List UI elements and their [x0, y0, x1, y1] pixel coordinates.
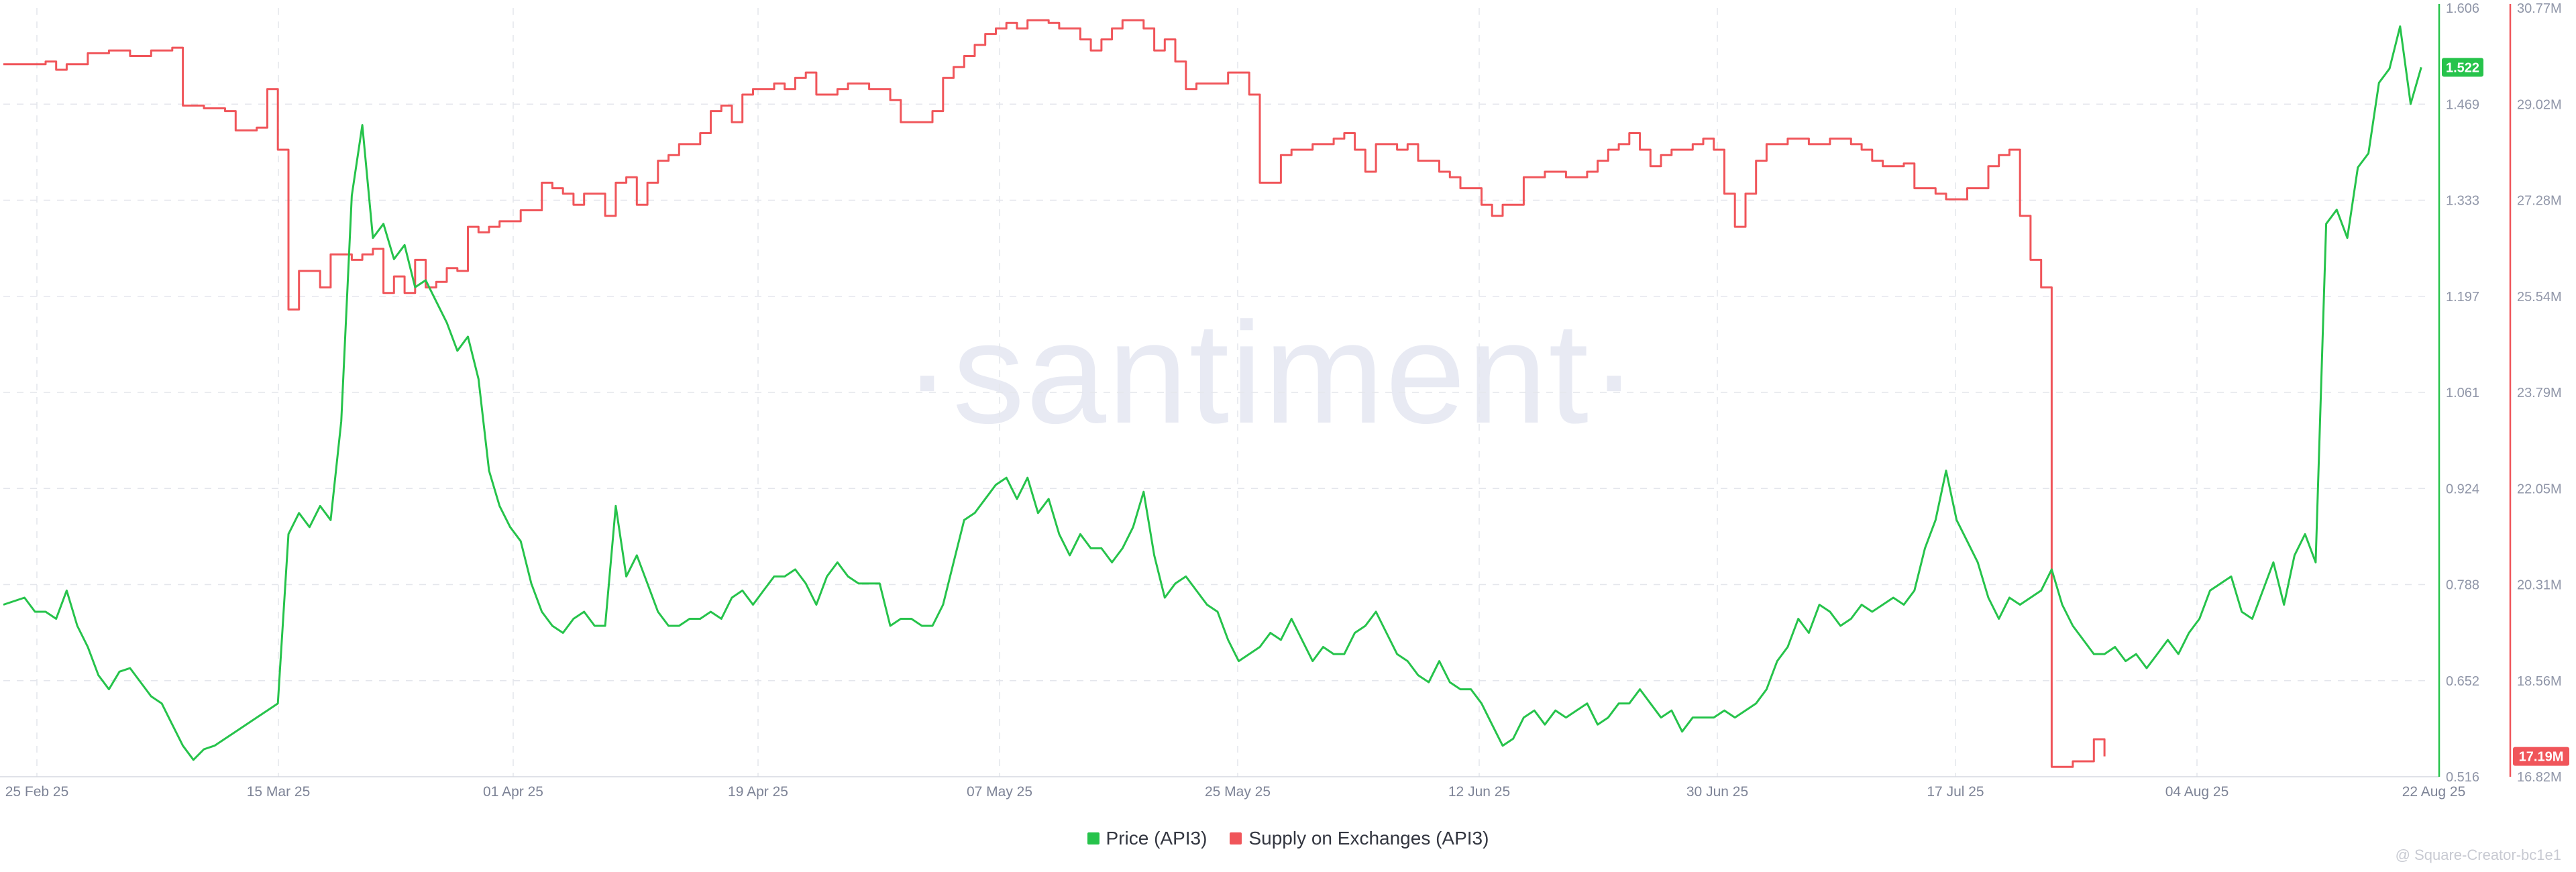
x-axis-tick-label: 15 Mar 25 — [247, 784, 311, 800]
left-axis-tick-label: 1.469 — [2446, 97, 2479, 112]
legend-label-price: Price (API3) — [1106, 828, 1208, 849]
series-layer — [3, 19, 2422, 768]
left-axis-tick-label: 0.652 — [2446, 674, 2479, 689]
legend: Price (API3) Supply on Exchanges (API3) — [0, 825, 2576, 852]
x-axis-tick-label: 25 May 25 — [1205, 784, 1271, 800]
watermark: ·santiment· — [903, 292, 1639, 453]
right-axis-tick-label: 18.56M — [2517, 674, 2562, 689]
price-series-line — [3, 25, 2422, 761]
supply-last-value-badge — [2513, 747, 2569, 766]
x-axis-tick-label: 01 Apr 25 — [483, 784, 543, 800]
x-axis-tick-label: 04 Aug 25 — [2165, 784, 2229, 800]
right-axis-tick-label: 30.77M — [2517, 1, 2562, 16]
left-axis-tick-label: 1.197 — [2446, 290, 2479, 305]
right-axis-tick-label: 22.05M — [2517, 482, 2562, 496]
left-axis-tick-label: 0.788 — [2446, 578, 2479, 593]
x-axis-tick-label: 07 May 25 — [967, 784, 1032, 800]
grid — [3, 8, 2432, 777]
left-axis-tick-label: 1.061 — [2446, 386, 2479, 400]
left-axis-tick-label: 1.606 — [2446, 1, 2479, 16]
x-axis-tick-label: 12 Jun 25 — [1448, 784, 1510, 800]
right-axis-tick-label: 25.54M — [2517, 290, 2562, 305]
x-axis-tick-label: 30 Jun 25 — [1686, 784, 1748, 800]
right-axis-tick-label: 29.02M — [2517, 97, 2562, 112]
price-last-value-badge — [2442, 58, 2483, 77]
right-axis-tick-label: 20.31M — [2517, 578, 2562, 593]
legend-swatch-price — [1087, 832, 1099, 844]
axes — [0, 4, 2512, 777]
credit-text: @ Square-Creator-bc1e1 — [2395, 847, 2561, 863]
legend-item-supply[interactable]: Supply on Exchanges (API3) — [1230, 828, 1489, 849]
legend-swatch-supply — [1230, 832, 1242, 844]
price-last-value-text: 1.522 — [2446, 60, 2479, 75]
supply-last-value-text: 17.19M — [2519, 750, 2564, 765]
legend-label-supply: Supply on Exchanges (API3) — [1248, 828, 1489, 849]
x-axis-tick-label: 25 Feb 25 — [5, 784, 69, 800]
x-axis-tick-label: 19 Apr 25 — [728, 784, 788, 800]
supply-series-line — [3, 19, 2106, 768]
right-axis-tick-label: 23.79M — [2517, 386, 2562, 400]
axis-labels: 0.516 16.82M 0.652 18.56M 0.788 20.31M 0.924 22… — [5, 1, 2569, 800]
right-axis-tick-label: 16.82M — [2517, 770, 2562, 785]
x-axis-tick-label: 22 Aug 25 — [2402, 784, 2466, 800]
x-axis-tick-label: 17 Jul 25 — [1927, 784, 1984, 800]
left-axis-tick-label: 0.516 — [2446, 770, 2479, 785]
right-axis-tick-label: 27.28M — [2517, 194, 2562, 209]
left-axis-tick-label: 0.924 — [2446, 482, 2479, 496]
legend-item-price[interactable]: Price (API3) — [1087, 828, 1208, 849]
left-axis-tick-label: 1.333 — [2446, 194, 2479, 209]
